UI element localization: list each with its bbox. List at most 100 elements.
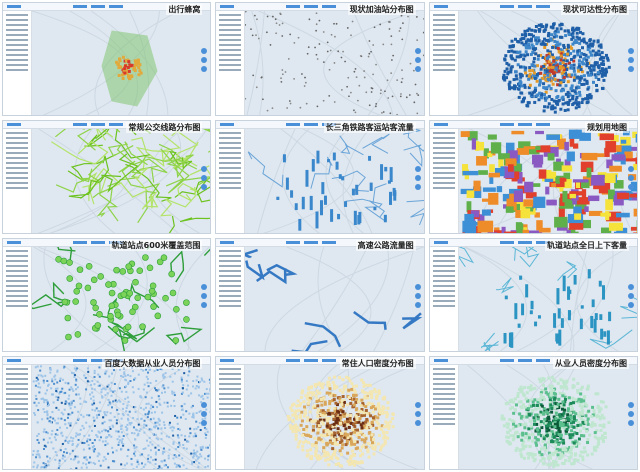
cell <box>333 425 337 429</box>
tool-button[interactable] <box>627 301 634 308</box>
cell <box>577 64 581 68</box>
cell <box>561 61 565 65</box>
tool-button[interactable] <box>414 174 421 181</box>
cell <box>518 432 522 436</box>
cell <box>294 429 298 433</box>
cell <box>544 419 548 423</box>
land-parcel <box>572 179 589 183</box>
cell <box>572 410 576 414</box>
cell <box>563 421 567 425</box>
cell <box>135 446 138 449</box>
tool-button[interactable] <box>627 174 634 181</box>
route <box>87 159 119 222</box>
cell <box>517 400 521 404</box>
cell <box>326 428 330 432</box>
cell <box>122 402 125 405</box>
station <box>347 76 350 79</box>
tool-button[interactable] <box>627 56 634 63</box>
tool-button[interactable] <box>414 56 421 63</box>
cell <box>71 449 74 452</box>
tool-button[interactable] <box>201 174 208 181</box>
tool-button[interactable] <box>627 292 634 299</box>
land-parcel <box>632 163 637 171</box>
cell <box>593 435 597 439</box>
tool-button[interactable] <box>627 401 634 408</box>
layer-item <box>219 162 242 164</box>
land-parcel <box>532 196 545 208</box>
volume-bar <box>598 314 602 320</box>
tool-button[interactable] <box>627 47 634 54</box>
tool-button[interactable] <box>201 410 208 417</box>
cell <box>577 59 581 63</box>
cell <box>360 445 364 449</box>
cell <box>550 104 554 108</box>
cell <box>157 449 160 452</box>
tool-button[interactable] <box>627 165 634 172</box>
tool-button[interactable] <box>201 292 208 299</box>
cell <box>145 402 148 405</box>
tool-button[interactable] <box>201 301 208 308</box>
tool-button[interactable] <box>414 301 421 308</box>
cell <box>527 27 531 31</box>
tool-button[interactable] <box>627 183 634 190</box>
land-parcel <box>572 206 582 217</box>
cell <box>163 375 166 378</box>
cell <box>71 440 74 443</box>
cell <box>117 443 120 446</box>
cell <box>586 87 590 91</box>
station <box>350 34 353 37</box>
tool-button[interactable] <box>414 401 421 408</box>
tool-button[interactable] <box>414 47 421 54</box>
tool-button[interactable] <box>201 47 208 54</box>
cell <box>162 421 165 424</box>
cell <box>365 424 369 428</box>
cell <box>571 49 575 53</box>
tool-button[interactable] <box>414 183 421 190</box>
volume-bar <box>354 210 358 225</box>
cell <box>559 27 563 31</box>
cell <box>211 454 212 456</box>
tool-button[interactable] <box>627 410 634 417</box>
layer-item <box>219 255 242 257</box>
tool-button[interactable] <box>627 65 634 72</box>
station <box>348 95 351 98</box>
land-parcel <box>540 145 551 153</box>
cell <box>573 443 577 447</box>
tool-button[interactable] <box>201 401 208 408</box>
tool-button[interactable] <box>201 65 208 72</box>
cell <box>123 371 126 374</box>
cell <box>289 424 293 428</box>
tool-button[interactable] <box>201 165 208 172</box>
cell <box>66 416 69 419</box>
cell <box>594 83 598 87</box>
cell <box>154 453 157 456</box>
coastline <box>93 247 148 351</box>
tool-button[interactable] <box>201 283 208 290</box>
cell <box>520 433 524 437</box>
cell <box>550 395 554 399</box>
cell <box>363 438 367 442</box>
cell <box>577 62 581 66</box>
cell <box>521 57 525 61</box>
tool-button[interactable] <box>414 419 421 426</box>
tool-button[interactable] <box>201 56 208 63</box>
tool-button[interactable] <box>627 419 634 426</box>
cell <box>107 404 110 407</box>
tool-button[interactable] <box>627 283 634 290</box>
tool-button[interactable] <box>414 165 421 172</box>
cell <box>317 420 321 424</box>
tool-button[interactable] <box>201 183 208 190</box>
tool-button[interactable] <box>414 292 421 299</box>
tool-button[interactable] <box>414 410 421 417</box>
tool-button[interactable] <box>414 65 421 72</box>
cell <box>334 420 338 424</box>
cell <box>600 74 604 78</box>
tool-button[interactable] <box>414 283 421 290</box>
tool-button[interactable] <box>201 419 208 426</box>
cell <box>355 393 359 397</box>
cell <box>551 25 555 29</box>
cell <box>189 427 192 430</box>
route <box>245 248 259 259</box>
cell <box>581 57 585 61</box>
cell <box>507 63 511 67</box>
